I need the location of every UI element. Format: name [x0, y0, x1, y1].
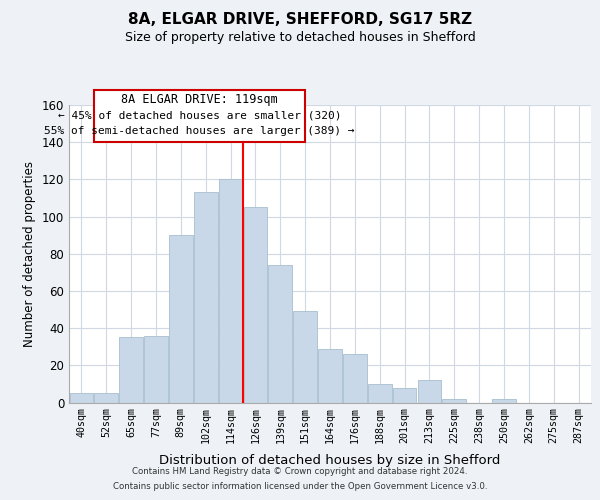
Text: Contains public sector information licensed under the Open Government Licence v3: Contains public sector information licen…: [113, 482, 487, 491]
Bar: [442, 399, 466, 402]
Bar: [268, 265, 292, 402]
X-axis label: Distribution of detached houses by size in Shefford: Distribution of detached houses by size …: [160, 454, 500, 468]
Text: 8A, ELGAR DRIVE, SHEFFORD, SG17 5RZ: 8A, ELGAR DRIVE, SHEFFORD, SG17 5RZ: [128, 12, 472, 28]
Bar: [119, 338, 143, 402]
Bar: [318, 348, 342, 403]
Text: 55% of semi-detached houses are larger (389) →: 55% of semi-detached houses are larger (…: [44, 126, 355, 136]
Bar: [293, 312, 317, 402]
Bar: [368, 384, 392, 402]
Y-axis label: Number of detached properties: Number of detached properties: [23, 161, 36, 347]
Text: Contains HM Land Registry data © Crown copyright and database right 2024.: Contains HM Land Registry data © Crown c…: [132, 467, 468, 476]
Bar: [492, 399, 516, 402]
FancyBboxPatch shape: [94, 90, 305, 142]
Bar: [169, 235, 193, 402]
Text: 8A ELGAR DRIVE: 119sqm: 8A ELGAR DRIVE: 119sqm: [121, 93, 278, 106]
Bar: [244, 208, 267, 402]
Text: Size of property relative to detached houses in Shefford: Size of property relative to detached ho…: [125, 31, 475, 44]
Bar: [70, 393, 93, 402]
Bar: [219, 180, 242, 402]
Text: ← 45% of detached houses are smaller (320): ← 45% of detached houses are smaller (32…: [58, 110, 341, 120]
Bar: [194, 192, 218, 402]
Bar: [343, 354, 367, 403]
Bar: [418, 380, 441, 402]
Bar: [144, 336, 168, 402]
Bar: [94, 393, 118, 402]
Bar: [393, 388, 416, 402]
